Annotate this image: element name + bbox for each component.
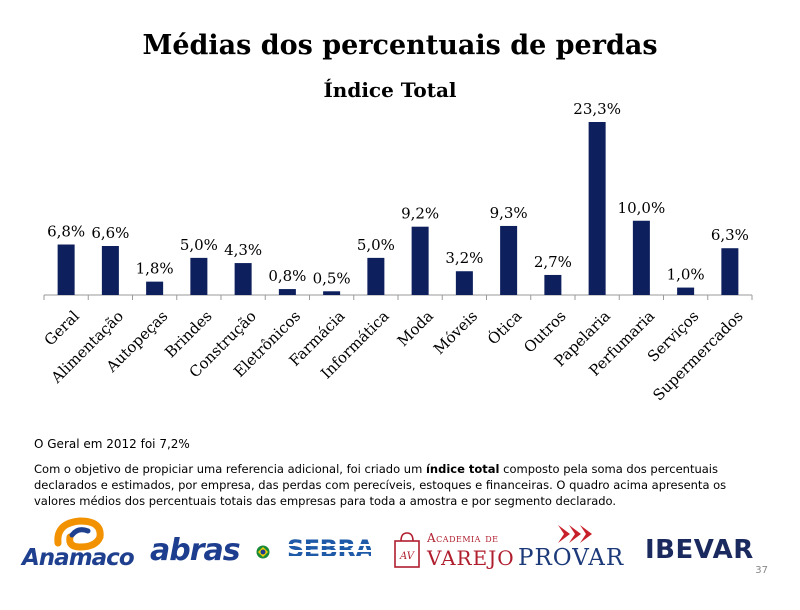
bar-0 — [57, 244, 75, 295]
academia-line2: Varejo — [427, 546, 515, 570]
sebrae-logo: SEBRAE — [285, 535, 380, 571]
category-label-10: Ótica — [484, 307, 525, 348]
category-label-9: Móveis — [430, 307, 481, 358]
bar-9 — [455, 271, 473, 295]
bar-13 — [632, 220, 650, 295]
chart-title: Médias dos percentuais de perdas — [142, 30, 658, 61]
bar-1 — [101, 245, 119, 295]
data-label-15: 6,3% — [711, 226, 749, 244]
bar-2 — [146, 281, 164, 295]
bar-chart: 6,8%Geral6,6%Alimentação1,8%Autopeças5,0… — [41, 100, 753, 404]
abras-text: abras — [150, 533, 241, 568]
data-label-1: 6,6% — [91, 224, 129, 242]
page-number: 37 — [755, 565, 768, 576]
anamaco-logo: Anamaco — [22, 517, 137, 577]
data-label-6: 0,5% — [313, 269, 351, 287]
desc-prefix: Com o objetivo de propiciar uma referenc… — [34, 462, 426, 476]
bar-11 — [544, 274, 562, 295]
bar-14 — [677, 287, 695, 295]
anamaco-text: Anamaco — [22, 545, 135, 571]
footer-note: O Geral em 2012 foi 7,2% — [34, 437, 190, 451]
chart-subtitle: Índice Total — [323, 78, 457, 102]
data-label-13: 10,0% — [618, 199, 666, 217]
bar-3 — [190, 257, 208, 295]
data-label-12: 23,3% — [573, 100, 621, 118]
provar-arrows-icon — [558, 525, 592, 543]
bar-6 — [323, 291, 341, 295]
data-label-3: 5,0% — [180, 236, 218, 254]
bar-8 — [411, 226, 429, 295]
academia-varejo-logo: AV Academia de Varejo — [392, 529, 515, 579]
category-label-0: Geral — [41, 307, 83, 349]
ibevar-logo: IBEVAR — [645, 535, 770, 571]
ibevar-text: IBEVAR — [645, 535, 754, 565]
shopping-bag-icon: AV — [394, 532, 420, 568]
bar-12 — [588, 122, 606, 295]
academia-line1: Academia de — [427, 531, 499, 545]
bar-5 — [278, 289, 296, 295]
footer-description: Com o objetivo de propiciar uma referenc… — [34, 461, 754, 509]
bar-10 — [500, 225, 518, 295]
data-label-5: 0,8% — [268, 267, 306, 285]
data-label-2: 1,8% — [136, 260, 174, 278]
academia-mark: AV — [399, 551, 416, 562]
abras-logo: abras — [150, 533, 275, 573]
bar-7 — [367, 257, 385, 295]
data-label-10: 9,3% — [490, 204, 528, 222]
data-label-11: 2,7% — [534, 253, 572, 271]
anamaco-symbol-icon — [54, 517, 104, 551]
desc-suffix: composto pela soma dos percentuais decla… — [34, 462, 727, 508]
data-label-14: 1,0% — [667, 266, 705, 284]
sebrae-text: SEBRAE — [287, 535, 371, 563]
data-label-9: 3,2% — [445, 249, 483, 267]
provar-logo: PROVAR — [516, 523, 636, 575]
bar-15 — [721, 248, 739, 295]
sponsor-logos: Anamaco abras SEBRAE AV Academia de Vare… — [0, 515, 800, 595]
bar-4 — [234, 263, 252, 295]
data-label-0: 6,8% — [47, 223, 85, 241]
data-label-4: 4,3% — [224, 241, 262, 259]
provar-text: PROVAR — [518, 545, 625, 571]
data-label-8: 9,2% — [401, 205, 439, 223]
desc-bold: índice total — [425, 462, 500, 476]
data-label-7: 5,0% — [357, 236, 395, 254]
brazil-flag-icon — [256, 545, 270, 559]
